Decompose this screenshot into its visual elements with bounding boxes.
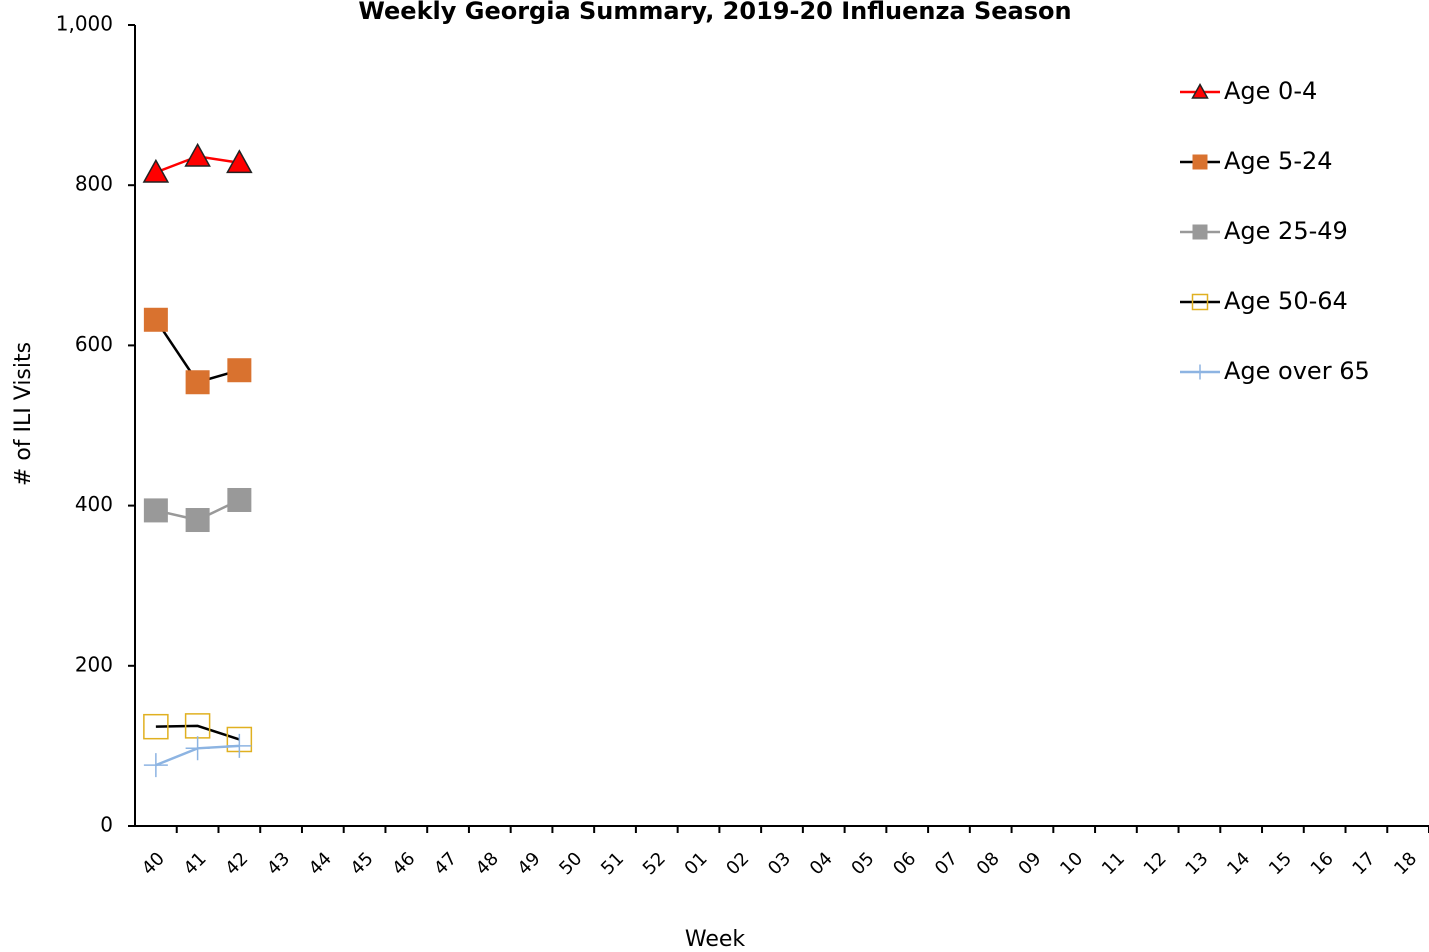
- marker: [185, 736, 210, 761]
- legend-label: Age 25-49: [1224, 217, 1348, 245]
- legend-label: Age 50-64: [1224, 287, 1348, 315]
- y-tick-label: 0: [100, 813, 113, 837]
- x-tick-label: 15: [1265, 848, 1296, 879]
- x-tick-label: 17: [1348, 848, 1379, 879]
- y-tick-label: 600: [75, 332, 113, 356]
- x-tick-label: 18: [1390, 848, 1421, 879]
- marker: [142, 158, 170, 183]
- x-tick-label: 02: [722, 848, 753, 879]
- marker: [1191, 82, 1209, 99]
- marker: [143, 307, 168, 332]
- y-tick-label: 400: [75, 492, 113, 516]
- x-tick-label: 46: [388, 848, 419, 879]
- x-tick-label: 07: [931, 848, 962, 879]
- x-tick-label: 47: [430, 848, 461, 879]
- x-tick-label: 04: [806, 848, 837, 879]
- x-tick-label: 42: [221, 848, 252, 879]
- x-tick-label: 12: [1140, 848, 1171, 879]
- x-tick-label: 05: [848, 848, 879, 879]
- marker: [226, 149, 253, 174]
- x-tick-label: 40: [138, 848, 169, 879]
- y-tick-label: 200: [75, 652, 113, 676]
- marker: [227, 358, 252, 383]
- x-tick-label: 11: [1098, 848, 1129, 879]
- x-tick-label: 13: [1181, 848, 1212, 879]
- x-tick-label: 14: [1223, 848, 1254, 879]
- x-tick-label: 03: [764, 848, 795, 879]
- legend-label: Age over 65: [1224, 357, 1370, 385]
- x-tick-label: 01: [681, 848, 712, 879]
- marker: [227, 733, 252, 758]
- marker: [1192, 364, 1208, 380]
- marker: [227, 487, 252, 512]
- marker: [1191, 293, 1209, 311]
- marker: [1192, 154, 1208, 170]
- x-tick-label: 10: [1056, 848, 1087, 879]
- x-tick-label: 43: [263, 848, 294, 879]
- legend-label: Age 5-24: [1224, 147, 1333, 175]
- x-tick-label: 09: [1014, 848, 1045, 879]
- y-tick-label: 800: [75, 172, 113, 196]
- chart-title: Weekly Georgia Summary, 2019-20 Influenz…: [358, 0, 1071, 25]
- marker: [143, 753, 168, 778]
- x-tick-label: 52: [639, 848, 670, 879]
- y-tick-label: 1,000: [56, 12, 113, 36]
- x-axis-label: Week: [685, 927, 746, 952]
- marker: [185, 508, 210, 533]
- series-line: [155, 724, 240, 741]
- x-tick-label: 48: [472, 848, 503, 879]
- marker: [143, 713, 169, 740]
- marker: [184, 142, 211, 167]
- x-tick-label: 16: [1307, 848, 1338, 879]
- x-tick-label: 44: [305, 848, 336, 879]
- x-tick-label: 50: [555, 848, 586, 879]
- x-tick-label: 51: [597, 848, 628, 879]
- marker: [185, 370, 210, 395]
- x-tick-label: 06: [889, 848, 920, 879]
- y-axis-label: # of ILI Visits: [11, 342, 36, 486]
- marker: [1192, 224, 1208, 240]
- legend-label: Age 0-4: [1224, 77, 1317, 105]
- x-tick-label: 49: [514, 848, 545, 879]
- x-tick-label: 45: [347, 848, 378, 879]
- x-tick-label: 08: [973, 848, 1004, 879]
- x-tick-label: 41: [180, 848, 211, 879]
- marker: [143, 498, 168, 523]
